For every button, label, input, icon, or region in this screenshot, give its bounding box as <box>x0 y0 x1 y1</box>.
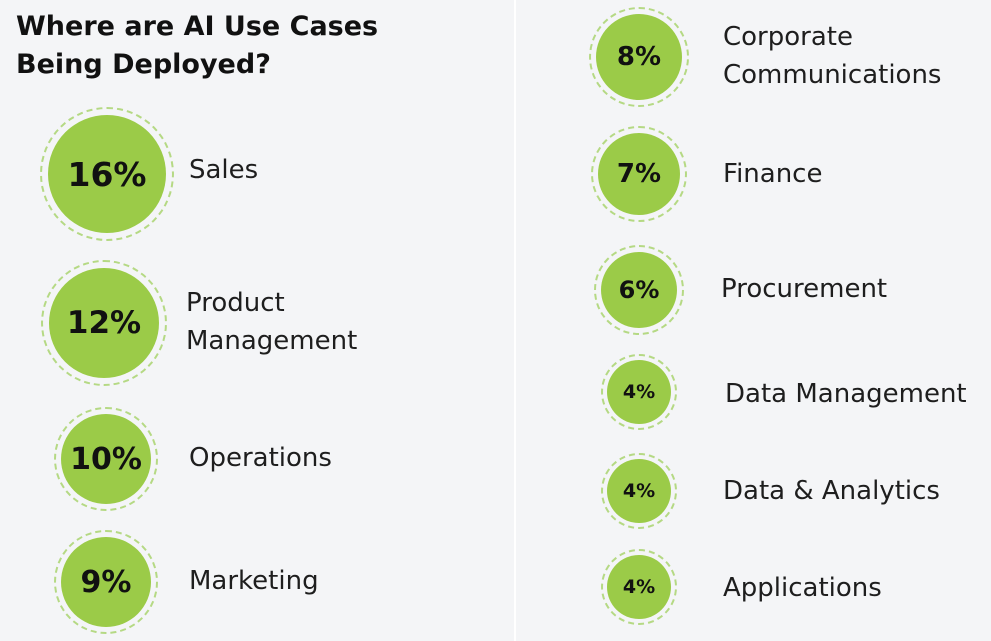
bubble-value-label: 12% <box>66 305 142 341</box>
bubble-value-label: 8% <box>616 42 662 72</box>
category-label: Product Management <box>186 288 358 356</box>
column-divider <box>514 0 516 641</box>
bubble-disc <box>598 133 680 215</box>
bubble-value-label: 7% <box>616 159 662 189</box>
bubble-mark: 8% <box>589 7 689 107</box>
category-label: Operations <box>189 443 332 473</box>
bubble-ring <box>54 530 158 634</box>
bubble-disc <box>61 537 151 627</box>
bubble-mark: 4% <box>601 549 677 625</box>
bubble-disc <box>607 555 671 619</box>
bubble-value-label: 9% <box>80 564 132 600</box>
bubble-disc <box>48 115 166 233</box>
category-label: Applications <box>723 573 882 603</box>
bubble-mark: 4% <box>601 354 677 430</box>
bubble-ring <box>601 453 677 529</box>
bubble-mark: 4% <box>601 453 677 529</box>
bubble-mark: 9% <box>54 530 158 634</box>
bubble-value-label: 16% <box>67 154 147 194</box>
bubble-ring <box>589 7 689 107</box>
bubble-ring <box>40 107 174 241</box>
bubble-value-label: 10% <box>70 441 142 477</box>
bubble-mark: 10% <box>54 407 158 511</box>
bubble-disc <box>61 414 151 504</box>
chart-title: Where are AI Use Cases Being Deployed? <box>16 11 379 80</box>
bubble-disc <box>601 252 677 328</box>
category-label: Marketing <box>189 566 319 596</box>
bubble-mark: 16% <box>40 107 174 241</box>
bubble-disc <box>607 360 671 424</box>
bubble-value-label: 6% <box>618 276 660 304</box>
bubble-disc <box>607 459 671 523</box>
category-label: Finance <box>723 159 823 189</box>
bubble-disc <box>596 14 682 100</box>
category-label: Data Management <box>725 379 967 409</box>
bubble-mark: 7% <box>591 126 687 222</box>
bubble-value-label: 4% <box>622 381 656 403</box>
category-label: Data & Analytics <box>723 476 940 506</box>
category-label: Corporate Communications <box>723 22 942 90</box>
bubble-ring <box>54 407 158 511</box>
bubble-ring <box>591 126 687 222</box>
bubble-disc <box>49 268 159 378</box>
bubble-ring <box>41 260 167 386</box>
category-label: Sales <box>189 155 259 185</box>
bubble-ring <box>601 354 677 430</box>
bubble-value-label: 4% <box>622 576 656 598</box>
category-label: Procurement <box>721 274 888 304</box>
bubble-ring <box>601 549 677 625</box>
bubble-mark: 12% <box>41 260 167 386</box>
bubble-mark: 6% <box>594 245 684 335</box>
bubble-value-label: 4% <box>622 480 656 502</box>
bubble-ring <box>594 245 684 335</box>
